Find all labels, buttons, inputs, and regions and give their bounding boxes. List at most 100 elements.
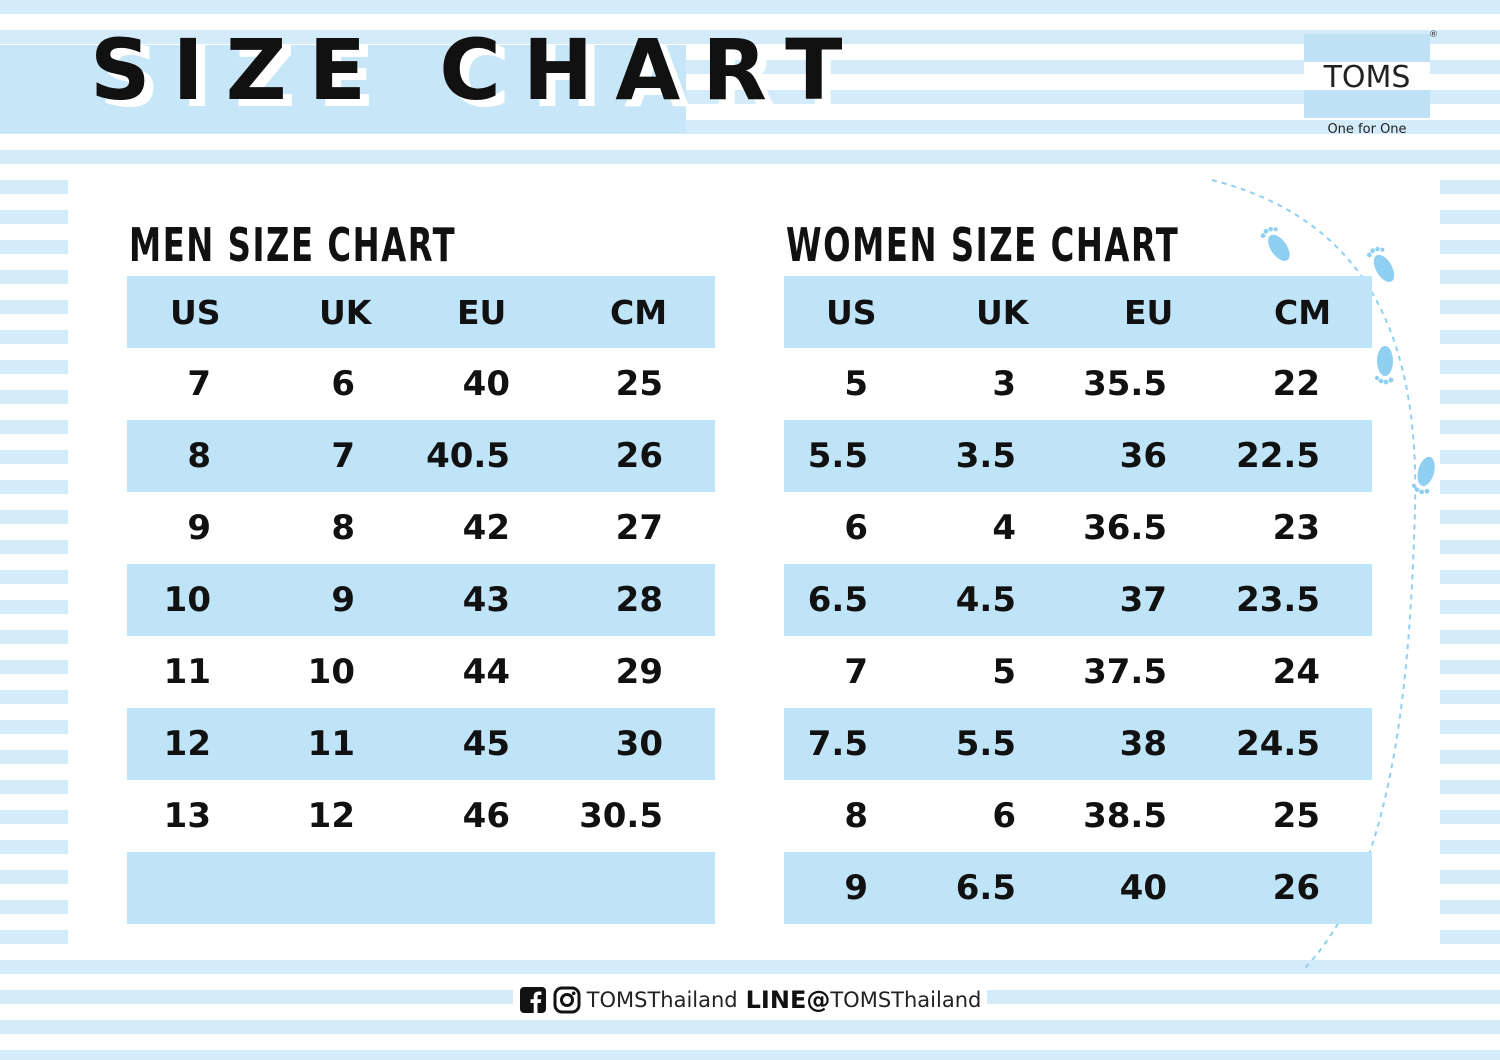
women-size-table: US UK EU CM 5 3 35.5 22 5.5 3.5 36 22.5 … xyxy=(784,276,1372,924)
table-row: 12 11 45 30 xyxy=(127,708,715,780)
cell-cm: 23 xyxy=(1272,508,1320,548)
cell-us: 13 xyxy=(163,796,211,836)
column-header-uk: UK xyxy=(319,292,372,332)
table-row: 5.5 3.5 36 22.5 xyxy=(784,420,1372,492)
cell-cm: 22.5 xyxy=(1236,436,1320,476)
cell-uk: 5 xyxy=(992,652,1016,692)
cell-us: 6.5 xyxy=(807,580,868,620)
cell-us: 5 xyxy=(844,364,868,404)
column-header-eu: EU xyxy=(457,292,507,332)
cell-uk: 4 xyxy=(992,508,1016,548)
table-row xyxy=(127,852,715,924)
cell-eu: 46 xyxy=(462,796,510,836)
cell-uk: 6 xyxy=(992,796,1016,836)
cell-eu: 37.5 xyxy=(1083,652,1167,692)
social-handle: TOMSThailand xyxy=(586,988,738,1012)
cell-uk: 6 xyxy=(331,364,355,404)
table-row: 6 4 36.5 23 xyxy=(784,492,1372,564)
table-row: 9 8 42 27 xyxy=(127,492,715,564)
logo-wordmark: TOMS xyxy=(1323,60,1411,95)
cell-eu xyxy=(421,852,568,924)
table-row: 6.5 4.5 37 23.5 xyxy=(784,564,1372,636)
cell-cm: 26 xyxy=(1272,868,1320,908)
women-size-chart-title: WOMEN SIZE CHART xyxy=(786,218,1180,272)
table-header-row: US UK EU CM xyxy=(784,276,1372,348)
column-header-us: US xyxy=(826,292,877,332)
table-row: 8 6 38.5 25 xyxy=(784,780,1372,852)
cell-eu: 37 xyxy=(1119,580,1167,620)
cell-uk: 7 xyxy=(331,436,355,476)
table-row: 5 3 35.5 22 xyxy=(784,348,1372,420)
registered-mark: ® xyxy=(1429,30,1438,40)
table-row: 7 5 37.5 24 xyxy=(784,636,1372,708)
cell-cm: 25 xyxy=(1272,796,1320,836)
column-header-uk: UK xyxy=(976,292,1029,332)
table-row: 9 6.5 40 26 xyxy=(784,852,1372,924)
cell-cm: 29 xyxy=(615,652,663,692)
cell-eu: 44 xyxy=(462,652,510,692)
cell-uk: 12 xyxy=(307,796,355,836)
cell-uk: 3 xyxy=(992,364,1016,404)
column-header-us: US xyxy=(170,292,221,332)
cell-us: 8 xyxy=(844,796,868,836)
cell-eu: 36.5 xyxy=(1083,508,1167,548)
cell-us: 9 xyxy=(844,868,868,908)
page-title: SIZE CHART xyxy=(90,21,865,119)
table-row: 13 12 46 30.5 xyxy=(127,780,715,852)
cell-cm: 23.5 xyxy=(1236,580,1320,620)
cell-eu: 38.5 xyxy=(1083,796,1167,836)
cell-eu: 35.5 xyxy=(1083,364,1167,404)
cell-cm: 24.5 xyxy=(1236,724,1320,764)
cell-us: 12 xyxy=(163,724,211,764)
cell-eu: 42 xyxy=(462,508,510,548)
cell-us: 7 xyxy=(844,652,868,692)
cell-uk: 11 xyxy=(307,724,355,764)
cell-us: 7.5 xyxy=(807,724,868,764)
cell-eu: 38 xyxy=(1119,724,1167,764)
table-row: 8 7 40.5 26 xyxy=(127,420,715,492)
cell-uk: 5.5 xyxy=(955,724,1016,764)
cell-uk: 8 xyxy=(331,508,355,548)
cell-cm: 30 xyxy=(615,724,663,764)
cell-eu: 40.5 xyxy=(426,436,510,476)
line-label: LINE@ xyxy=(745,986,831,1014)
facebook-icon xyxy=(519,987,546,1013)
cell-cm: 28 xyxy=(615,580,663,620)
cell-eu: 40 xyxy=(462,364,510,404)
column-header-cm: CM xyxy=(1274,292,1332,332)
cell-us xyxy=(127,852,274,924)
cell-us: 10 xyxy=(163,580,211,620)
table-row: 10 9 43 28 xyxy=(127,564,715,636)
cell-uk: 9 xyxy=(331,580,355,620)
cell-cm xyxy=(568,852,715,924)
column-header-eu: EU xyxy=(1124,292,1174,332)
cell-cm: 26 xyxy=(615,436,663,476)
cell-uk: 3.5 xyxy=(955,436,1016,476)
logo-flag xyxy=(1304,34,1430,118)
instagram-icon xyxy=(553,986,581,1014)
table-row: 7.5 5.5 38 24.5 xyxy=(784,708,1372,780)
cell-cm: 25 xyxy=(615,364,663,404)
column-header-cm: CM xyxy=(610,292,668,332)
table-row: 11 10 44 29 xyxy=(127,636,715,708)
cell-us: 7 xyxy=(187,364,211,404)
cell-cm: 22 xyxy=(1272,364,1320,404)
men-size-table: US UK EU CM 7 6 40 25 8 7 40.5 26 9 8 42… xyxy=(127,276,715,924)
title-band xyxy=(0,45,686,133)
cell-eu: 36 xyxy=(1119,436,1167,476)
cell-eu: 45 xyxy=(462,724,510,764)
cell-eu: 43 xyxy=(462,580,510,620)
men-size-chart-title: MEN SIZE CHART xyxy=(129,218,457,272)
cell-uk: 10 xyxy=(307,652,355,692)
footprints-decoration xyxy=(1211,179,1435,969)
cell-us: 9 xyxy=(187,508,211,548)
cell-cm: 24 xyxy=(1272,652,1320,692)
cell-us: 8 xyxy=(187,436,211,476)
brand-tagline: One for One xyxy=(1327,122,1407,137)
cell-uk: 4.5 xyxy=(955,580,1016,620)
cell-uk: 6.5 xyxy=(955,868,1016,908)
footer-contact-line: TOMSThailand LINE@ TOMSThailand xyxy=(512,980,988,1020)
cell-us: 11 xyxy=(163,652,211,692)
cell-uk xyxy=(274,852,421,924)
cell-eu: 40 xyxy=(1119,868,1167,908)
